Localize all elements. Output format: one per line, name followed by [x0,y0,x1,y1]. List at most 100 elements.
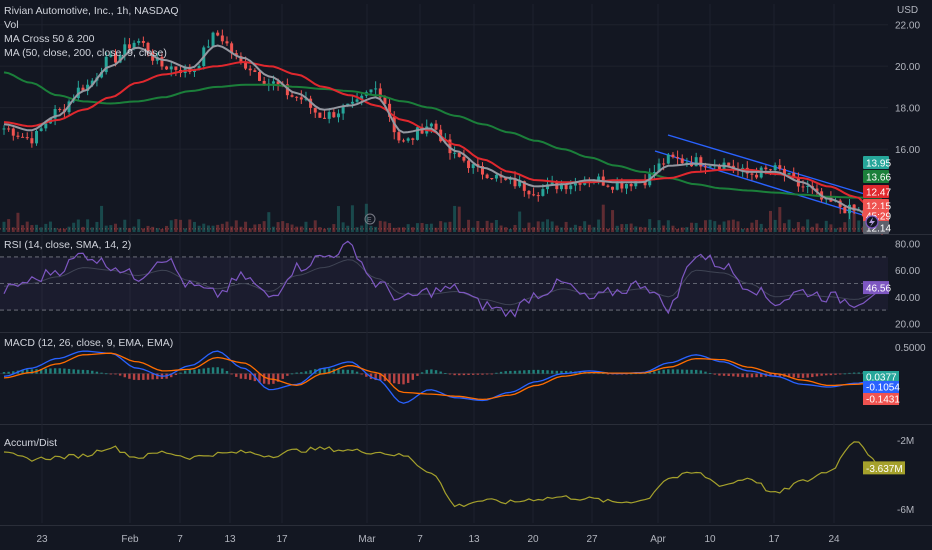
channel-lower-line[interactable] [654,150,867,217]
macd-histogram-bar [183,370,187,374]
time-tick-label[interactable]: 23 [36,534,48,545]
candle-body [480,165,484,175]
macd-histogram-bar [430,369,433,374]
volume-bar [829,224,833,232]
volume-bar [727,220,731,232]
macd-histogram-bar [151,373,154,380]
volume-bar [327,227,331,232]
price-tick-label[interactable]: 20.00 [895,62,920,73]
volume-bar [174,219,178,232]
lightning-glyph [869,217,875,227]
volume-bar [453,205,457,232]
macd-axis[interactable]: 0.5000 0.0377-0.1054-0.1431 [863,343,926,406]
volume-bar [378,220,382,232]
macd-histogram-bar [137,373,140,381]
macd-histogram-bar [462,373,466,376]
rsi-tick-label[interactable]: 40.00 [895,293,920,304]
candle-body [727,162,731,166]
candle-body [662,163,666,165]
candle-body [806,185,810,187]
channel-upper-line[interactable] [667,134,879,199]
time-tick-label[interactable]: 7 [417,534,423,545]
volume-bar [611,210,615,232]
candle-body [397,132,401,141]
time-tick-label[interactable]: 20 [527,534,539,545]
macd-histogram-bar [276,373,280,382]
accum-tick-label[interactable]: -6M [897,505,914,516]
macd-histogram-bar [114,373,117,375]
macd-histogram-bar [142,373,145,380]
time-tick-label[interactable]: 17 [768,534,780,545]
volume-bar [480,228,484,232]
ma-label[interactable]: MA (50, close, 200, close, 9, close) [4,47,167,59]
time-tick-label[interactable]: Mar [358,534,376,545]
moving-averages [3,44,883,227]
volume-bar [662,225,666,232]
time-tick-label[interactable]: Feb [121,534,139,545]
candle-body [550,182,554,185]
time-tick-label[interactable]: 10 [704,534,716,545]
price-tick-label[interactable]: 22.00 [895,21,920,32]
ma9-line [3,44,883,227]
macd-histogram-bar [760,373,763,377]
volume-bar [820,228,824,232]
macd-histogram-bar [105,373,108,375]
candle-body [573,181,577,186]
volume-bar [415,223,419,232]
macd-histogram-bar [286,373,289,376]
volume-bar [151,226,155,232]
time-axis[interactable]: 23 Feb 7 13 17 Mar 7 13 20 27 Apr 10 17 24 [36,534,840,545]
macd-histogram-bar [625,373,628,375]
flash-marker[interactable] [865,215,879,229]
macd-value-tag [863,393,899,405]
accum-tick-label[interactable]: -2M [897,436,914,447]
volume-bar [550,221,554,232]
price-axis[interactable]: 22.00 20.00 18.00 16.00 [895,21,920,156]
volume-bar [211,225,215,232]
price-tick-label[interactable]: 16.00 [895,145,920,156]
macd-histogram-bar [379,373,382,381]
macd-histogram-bar [49,368,52,374]
ma-cross-label[interactable]: MA Cross 50 & 200 [4,33,95,45]
rsi-axis[interactable]: 80.00 60.00 40.00 20.00 46.56 [863,240,920,331]
macd-histogram-bar [727,373,730,377]
candle-body [852,204,856,211]
time-tick-label[interactable]: 17 [276,534,288,545]
vol-indicator-label[interactable]: Vol [4,19,19,31]
macd-histogram-bar [374,373,377,381]
candle-body [174,66,178,70]
macd-label[interactable]: MACD (12, 26, close, 9, EMA, EMA) [4,337,173,349]
price-tick-label[interactable]: 18.00 [895,104,920,115]
macd-tick-label[interactable]: 0.5000 [895,343,926,354]
candle-body [546,184,550,190]
candle-body [378,88,382,98]
time-tick-label[interactable]: 24 [828,534,840,545]
time-tick-label[interactable]: 27 [586,534,598,545]
earnings-icon[interactable] [364,213,376,225]
time-tick-label[interactable]: Apr [650,534,666,545]
volume-bar [30,225,34,232]
candle-body [276,81,280,85]
rsi-label[interactable]: RSI (14, close, SMA, 14, 2) [4,239,131,251]
volume-bar [188,219,192,232]
candle-body [597,176,601,181]
time-tick-label[interactable]: 13 [224,534,236,545]
volume-bar [439,221,443,232]
rsi-tick-label[interactable]: 80.00 [895,240,920,251]
macd-line [3,350,883,404]
time-tick-label[interactable]: 7 [177,534,183,545]
candle-body [606,185,610,187]
accum-label[interactable]: Accum/Dist [4,437,57,449]
earnings-marker[interactable]: E [364,213,376,225]
trend-channel[interactable] [654,134,879,217]
accum-axis[interactable]: -2M -6M -3.637M [863,436,914,516]
candle-body [624,183,628,189]
rsi-tick-label[interactable]: 20.00 [895,319,920,330]
candle-body [536,195,540,197]
candle-body [350,101,354,104]
volume-bar [652,227,656,232]
candle-body [127,44,131,49]
time-tick-label[interactable]: 13 [468,534,480,545]
symbol-title[interactable]: Rivian Automotive, Inc., 1h, NASDAQ [4,5,179,17]
rsi-tick-label[interactable]: 60.00 [895,266,920,277]
